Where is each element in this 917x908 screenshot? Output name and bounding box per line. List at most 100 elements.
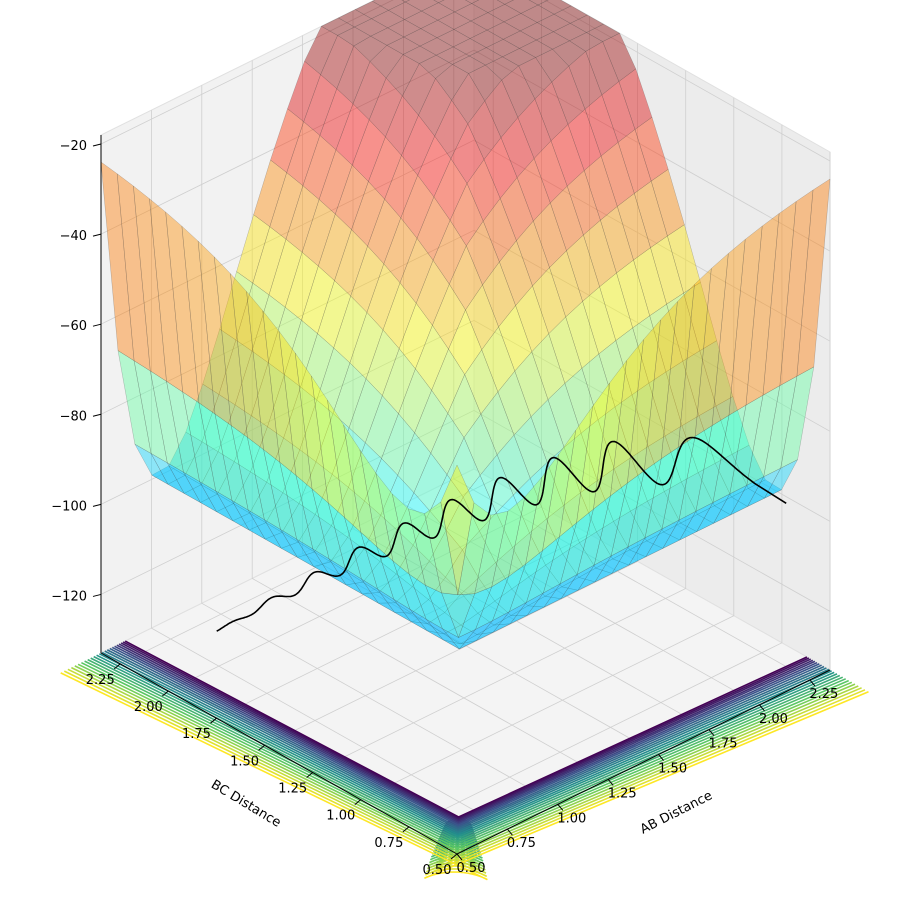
surface-facet [533,140,568,204]
surface-facet [331,486,365,538]
surface-facet [296,538,331,576]
surface-facet [418,54,453,79]
surface-facet [424,501,459,596]
surface-facet [468,64,503,102]
surface-facet [630,446,665,502]
surface-facet [512,532,546,578]
grid-line-z [100,0,831,162]
surface-facet [252,226,287,296]
surface-facet [615,327,650,396]
y-tick-label: 2.00 [134,700,163,715]
surface-facet [537,0,572,15]
surface-facet [482,261,516,328]
y-axis-line [100,652,458,855]
surface-facet [416,196,451,261]
y-tick-label: 2.25 [86,673,115,688]
surface-facet [394,586,429,614]
surface-facet [304,25,338,76]
surface-facet [445,549,479,594]
surface-facet [335,103,370,166]
surface-facet [493,602,527,633]
surface-facet [417,135,452,198]
surface-facet [267,374,301,439]
grid-line-x [402,0,760,706]
surface-facet [317,280,351,349]
surface-facet [302,134,337,200]
surface-facet [426,630,461,645]
contour-line [101,651,830,844]
surface-facet [496,434,531,496]
surface-facet [364,458,398,516]
x-tick-label: 1.75 [709,737,738,752]
surface-facet [533,202,567,269]
contour-line [77,663,853,865]
surface-facet [542,430,576,552]
surface-facet [318,213,352,282]
surface-facet [365,395,399,459]
surface-facet [287,60,321,123]
x-tick-mark [658,754,665,761]
surface-facet [236,214,271,284]
x-tick-mark [557,803,564,811]
surface-facet [336,45,371,105]
surface-facet [599,272,633,342]
z-tick-label: −100 [51,499,87,514]
surface-facet [444,592,479,626]
surface-facet [780,366,815,469]
surface-facet [579,480,614,533]
surface-facet [576,495,611,575]
grid-line-y [168,0,542,692]
surface-facet [441,592,476,639]
contour-line [74,665,856,868]
surface-facet [478,562,513,602]
surface-facet [746,467,782,508]
surface-facet [117,350,152,454]
surface-facet [199,493,235,512]
surface-facet [409,609,444,641]
surface-facet [535,31,571,50]
contour-line [96,654,835,849]
surface-facet [550,185,584,252]
surface-facet [284,251,319,321]
surface-facet [528,564,563,597]
grid-line-x [201,85,558,805]
surface-facet [408,573,443,630]
y-tick-label: 0.75 [374,836,403,851]
surface-facet [525,454,559,565]
surface-facet [183,484,218,503]
trajectory-series [216,436,787,632]
surface-facet [280,541,316,558]
surface-facet [375,473,410,575]
surface-facet [585,23,621,42]
surface-facet [451,55,487,74]
surface-facet [269,172,304,240]
surface-facet [479,454,514,514]
z-tick-mark [92,503,102,507]
surface-facet [546,505,580,555]
surface-facet [424,584,459,639]
surface-facet [452,38,487,57]
surface-facet [493,615,528,626]
surface-facet [404,10,439,29]
surface-facet [230,424,265,521]
surface-facet [453,20,488,39]
surface-facet [513,416,548,479]
surface-facet [266,437,301,494]
surface-facet [253,159,287,228]
surface-facet [582,286,617,355]
contour-line [71,666,859,871]
surface-facet [600,205,634,274]
surface-facet [345,581,380,595]
surface-facet [645,519,680,558]
surface-facet [363,514,398,562]
surface-facet [401,0,411,3]
surface-facet [613,510,647,551]
surface-facet [459,620,493,650]
surface-facet [602,32,637,82]
surface-facet [681,415,716,473]
surface-facet [585,41,620,96]
surface-facet [466,220,500,286]
surface-facet [647,491,681,533]
surface-facet [682,350,717,417]
